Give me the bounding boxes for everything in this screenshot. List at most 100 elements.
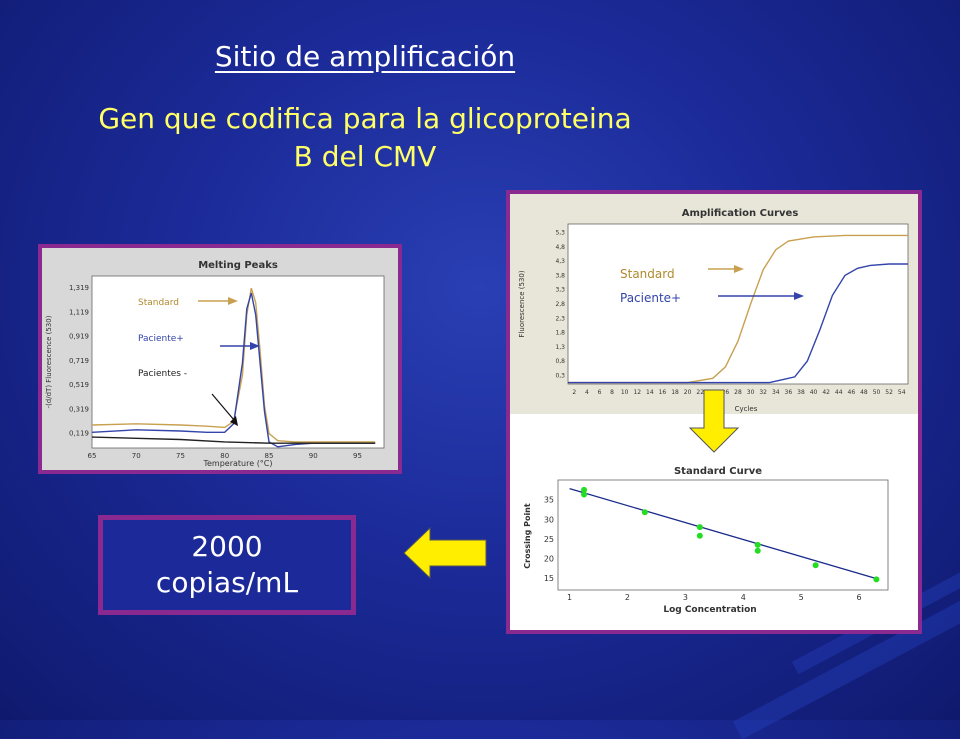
amplification-series-standard bbox=[568, 234, 908, 384]
melting-paciente-pos-label: Paciente+ bbox=[138, 334, 184, 344]
amplification-x-tick: 48 bbox=[860, 389, 868, 396]
result-value: 2000 bbox=[191, 530, 263, 563]
standard-curve-point bbox=[696, 524, 703, 531]
amplification-y-tick: 2,3 bbox=[555, 315, 565, 322]
standard-curve-y-tick: 25 bbox=[544, 535, 554, 544]
melting-y-tick: 0,919 bbox=[69, 333, 89, 341]
amplification-paciente-label: Paciente+ bbox=[620, 291, 681, 305]
amplification-y-tick: 5,3 bbox=[555, 230, 565, 237]
melting-x-tick: 70 bbox=[132, 452, 141, 460]
result-box: 2000 copias/mL bbox=[98, 515, 356, 615]
melting-peaks-xlabel: Temperature (°C) bbox=[202, 459, 272, 468]
amplification-x-tick: 36 bbox=[785, 389, 793, 396]
melting-series-paciente- bbox=[91, 292, 376, 448]
melting-x-tick: 65 bbox=[88, 452, 97, 460]
amplification-x-tick: 44 bbox=[835, 389, 843, 396]
amplification-title: Amplification Curves bbox=[682, 208, 799, 219]
amplification-y-tick: 0,3 bbox=[555, 372, 565, 379]
amplification-y-tick: 2,8 bbox=[555, 301, 565, 308]
amplification-panel: Amplification Curves Cycles Fluorescence… bbox=[506, 190, 922, 634]
amplification-standard-arrow bbox=[708, 265, 744, 273]
standard-curve-point bbox=[581, 486, 588, 493]
melting-y-tick: 1,119 bbox=[69, 308, 89, 316]
amplification-x-tick: 40 bbox=[810, 389, 818, 396]
melting-negative-arrow bbox=[211, 393, 238, 426]
standard-curve-x-tick: 6 bbox=[857, 593, 862, 602]
standard-curve-x-tick: 4 bbox=[741, 593, 746, 602]
melting-pacientes-neg-label: Pacientes - bbox=[138, 369, 187, 379]
amplification-xlabel: Cycles bbox=[735, 405, 758, 413]
standard-curve-title: Standard Curve bbox=[674, 466, 762, 477]
melting-y-tick: 0,719 bbox=[69, 357, 89, 365]
amplification-x-tick: 4 bbox=[585, 389, 589, 396]
standard-curve-ylabel: Crossing Point bbox=[523, 503, 532, 569]
melting-peaks-chart: Melting Peaks Temperature (°C) -(d/dT) F… bbox=[42, 248, 398, 470]
standard-curve-y-tick: 15 bbox=[544, 574, 554, 583]
melting-standard-label: Standard bbox=[138, 298, 179, 308]
amplification-x-tick: 38 bbox=[797, 389, 805, 396]
melting-series-pacientes- bbox=[91, 436, 376, 444]
standard-curve-x-tick: 5 bbox=[799, 593, 804, 602]
amplification-x-tick: 26 bbox=[722, 389, 730, 396]
melting-x-tick: 95 bbox=[353, 452, 362, 460]
melting-y-tick: 0,319 bbox=[69, 405, 89, 413]
amplification-x-tick: 12 bbox=[633, 389, 641, 396]
amplification-x-tick: 52 bbox=[885, 389, 893, 396]
standard-curve-x-tick: 2 bbox=[625, 593, 630, 602]
standard-curve-point bbox=[873, 576, 880, 583]
melting-series-standard bbox=[91, 287, 376, 443]
amplification-curves-chart: Amplification Curves Cycles Fluorescence… bbox=[510, 194, 918, 626]
amplification-x-tick: 50 bbox=[873, 389, 881, 396]
slide-subtitle: Gen que codifica para la glicoproteina B… bbox=[0, 100, 730, 176]
melting-x-tick: 80 bbox=[220, 452, 229, 460]
amplification-y-tick: 0,8 bbox=[555, 358, 565, 365]
amplification-x-tick: 28 bbox=[734, 389, 742, 396]
melting-x-tick: 90 bbox=[309, 452, 318, 460]
amplification-paciente-arrow bbox=[718, 292, 804, 300]
amplification-x-tick: 2 bbox=[572, 389, 576, 396]
standard-curve-xlabel: Log Concentration bbox=[663, 605, 756, 615]
amplification-y-tick: 1,8 bbox=[555, 330, 565, 337]
amplification-x-tick: 30 bbox=[747, 389, 755, 396]
amplification-x-tick: 20 bbox=[684, 389, 692, 396]
amplification-standard-label: Standard bbox=[620, 267, 675, 281]
standard-curve-fit-line bbox=[569, 488, 877, 580]
melting-paciente-arrow bbox=[220, 342, 260, 350]
standard-curve-point bbox=[754, 541, 761, 548]
result-unit: copias/mL bbox=[155, 566, 299, 599]
standard-curve-point bbox=[581, 491, 588, 498]
amplification-x-tick: 42 bbox=[822, 389, 830, 396]
standard-curve-x-tick: 3 bbox=[683, 593, 688, 602]
amplification-y-tick: 3,3 bbox=[555, 287, 565, 294]
subtitle-line-1: Gen que codifica para la glicoproteina bbox=[98, 102, 632, 135]
amplification-x-tick: 22 bbox=[696, 389, 704, 396]
amplification-y-tick: 3,8 bbox=[555, 272, 565, 279]
amplification-x-tick: 34 bbox=[772, 389, 780, 396]
amplification-x-tick: 16 bbox=[659, 389, 667, 396]
standard-curve-point bbox=[696, 532, 703, 539]
amplification-series-paciente- bbox=[568, 263, 908, 384]
amplification-x-tick: 8 bbox=[610, 389, 614, 396]
amplification-x-tick: 32 bbox=[759, 389, 767, 396]
amplification-x-tick: 14 bbox=[646, 389, 654, 396]
amplification-x-tick: 54 bbox=[898, 389, 906, 396]
standard-curve-x-tick: 1 bbox=[567, 593, 572, 602]
amplification-x-tick: 6 bbox=[598, 389, 602, 396]
down-arrow-icon bbox=[688, 389, 740, 453]
melting-standard-arrow bbox=[198, 297, 238, 305]
standard-curve-y-tick: 20 bbox=[544, 555, 554, 564]
amplification-y-tick: 1,3 bbox=[555, 344, 565, 351]
melting-peaks-panel: Melting Peaks Temperature (°C) -(d/dT) F… bbox=[38, 244, 402, 474]
amplification-y-tick: 4,3 bbox=[555, 258, 565, 265]
melting-peaks-ylabel: -(d/dT) Fluorescence (530) bbox=[45, 315, 53, 408]
left-arrow-icon bbox=[403, 526, 487, 580]
standard-curve-point bbox=[754, 547, 761, 554]
standard-curve-y-tick: 30 bbox=[544, 515, 554, 524]
melting-y-tick: 1,319 bbox=[69, 284, 89, 292]
subtitle-line-2: B del CMV bbox=[293, 140, 437, 173]
melting-x-tick: 85 bbox=[265, 452, 274, 460]
melting-y-tick: 0,519 bbox=[69, 381, 89, 389]
amplification-x-tick: 46 bbox=[848, 389, 856, 396]
slide-title: Sitio de amplificación bbox=[214, 40, 516, 73]
standard-curve-y-tick: 35 bbox=[544, 496, 554, 505]
